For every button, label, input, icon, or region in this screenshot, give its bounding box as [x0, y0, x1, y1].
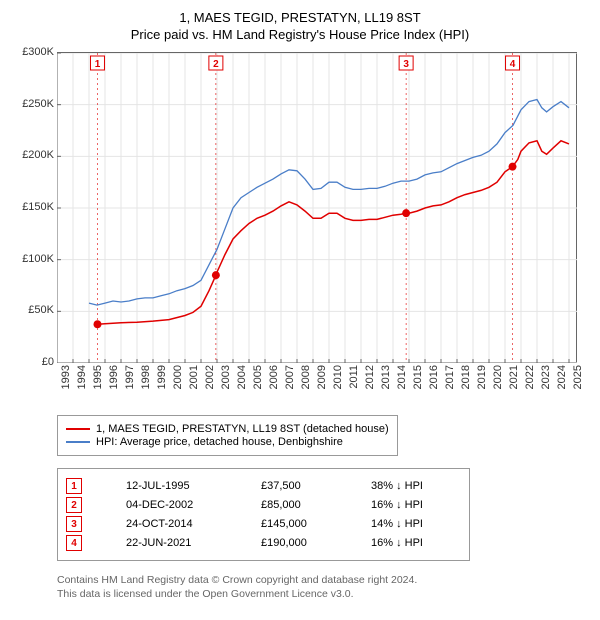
x-tick-label: 2021 — [508, 365, 520, 389]
legend-label: 1, MAES TEGID, PRESTATYN, LL19 8ST (deta… — [96, 423, 389, 435]
transaction-row: 3 24-OCT-2014 £145,000 14% ↓ HPI — [66, 516, 461, 532]
x-tick-label: 2005 — [252, 365, 264, 389]
svg-text:1: 1 — [95, 59, 101, 70]
x-tick-label: 1993 — [60, 365, 72, 389]
plot-box: 1 2 3 4 — [57, 52, 577, 362]
x-tick-label: 2002 — [204, 365, 216, 389]
attribution: Contains HM Land Registry data © Crown c… — [57, 573, 585, 601]
x-tick-label: 1998 — [140, 365, 152, 389]
y-tick-label: £150K — [22, 201, 54, 213]
x-tick-label: 2004 — [236, 365, 248, 389]
transaction-row: 2 04-DEC-2002 £85,000 16% ↓ HPI — [66, 497, 461, 513]
x-tick-label: 2010 — [332, 365, 344, 389]
legend: 1, MAES TEGID, PRESTATYN, LL19 8ST (deta… — [57, 415, 398, 456]
svg-text:2: 2 — [213, 59, 219, 70]
x-tick-label: 2018 — [460, 365, 472, 389]
attribution-line1: Contains HM Land Registry data © Crown c… — [57, 573, 585, 587]
transaction-marker: 4 — [66, 535, 82, 551]
x-tick-label: 2020 — [492, 365, 504, 389]
y-tick-label: £200K — [22, 149, 54, 161]
legend-swatch — [66, 441, 90, 443]
x-tick-label: 2000 — [172, 365, 184, 389]
y-tick-label: £300K — [22, 46, 54, 58]
transaction-marker: 3 — [66, 516, 82, 532]
transaction-hpi: 16% ↓ HPI — [371, 537, 461, 549]
transaction-price: £145,000 — [261, 518, 341, 530]
transaction-marker: 1 — [66, 478, 82, 494]
transaction-date: 24-OCT-2014 — [126, 518, 231, 530]
attribution-line2: This data is licensed under the Open Gov… — [57, 587, 585, 601]
x-tick-label: 2016 — [428, 365, 440, 389]
chart-subtitle: Price paid vs. HM Land Registry's House … — [15, 27, 585, 42]
transaction-row: 4 22-JUN-2021 £190,000 16% ↓ HPI — [66, 535, 461, 551]
transaction-price: £37,500 — [261, 480, 341, 492]
x-tick-label: 2003 — [220, 365, 232, 389]
transaction-marker: 2 — [66, 497, 82, 513]
x-tick-label: 2001 — [188, 365, 200, 389]
x-tick-label: 1996 — [108, 365, 120, 389]
x-tick-label: 2014 — [396, 365, 408, 389]
chart-area: £0£50K£100K£150K£200K£250K£300K 1234 — [15, 52, 585, 362]
transaction-date: 22-JUN-2021 — [126, 537, 231, 549]
x-tick-label: 2009 — [316, 365, 328, 389]
transaction-date: 12-JUL-1995 — [126, 480, 231, 492]
x-tick-label: 2017 — [444, 365, 456, 389]
legend-swatch — [66, 428, 90, 430]
svg-text:4: 4 — [510, 59, 516, 70]
x-tick-label: 2023 — [540, 365, 552, 389]
chart-title: 1, MAES TEGID, PRESTATYN, LL19 8ST — [15, 10, 585, 25]
transaction-hpi: 38% ↓ HPI — [371, 480, 461, 492]
y-tick-label: £250K — [22, 98, 54, 110]
x-axis: 1993 1994 1995 1996 1997 1998 1999 2000 2001 2002… — [57, 362, 577, 407]
transaction-row: 1 12-JUL-1995 £37,500 38% ↓ HPI — [66, 478, 461, 494]
y-tick-label: £100K — [22, 253, 54, 265]
x-tick-label: 1994 — [76, 365, 88, 389]
transaction-price: £85,000 — [261, 499, 341, 511]
x-tick-label: 2007 — [284, 365, 296, 389]
legend-label: HPI: Average price, detached house, Denb… — [96, 436, 343, 448]
x-tick-label: 2022 — [524, 365, 536, 389]
x-tick-label: 2024 — [556, 365, 568, 389]
x-tick-label: 1995 — [92, 365, 104, 389]
x-tick-label: 2006 — [268, 365, 280, 389]
x-tick-label: 1997 — [124, 365, 136, 389]
y-tick-label: £0 — [42, 356, 54, 368]
transactions-table: 1 12-JUL-1995 £37,500 38% ↓ HPI 2 04-DEC-2002… — [57, 468, 470, 561]
transaction-hpi: 14% ↓ HPI — [371, 518, 461, 530]
x-tick-label: 2012 — [364, 365, 376, 389]
transaction-hpi: 16% ↓ HPI — [371, 499, 461, 511]
x-tick-label: 2013 — [380, 365, 392, 389]
legend-item: 1, MAES TEGID, PRESTATYN, LL19 8ST (deta… — [66, 423, 389, 435]
y-tick-label: £50K — [28, 304, 54, 316]
x-tick-label: 2019 — [476, 365, 488, 389]
x-tick-label: 2015 — [412, 365, 424, 389]
transaction-price: £190,000 — [261, 537, 341, 549]
x-tick-label: 2025 — [572, 365, 584, 389]
svg-text:3: 3 — [403, 59, 409, 70]
plot-svg: 1 2 3 4 — [57, 53, 577, 363]
transaction-date: 04-DEC-2002 — [126, 499, 231, 511]
x-tick-label: 2008 — [300, 365, 312, 389]
x-tick-label: 2011 — [348, 365, 360, 389]
legend-item: HPI: Average price, detached house, Denb… — [66, 436, 389, 448]
y-axis: £0£50K£100K£150K£200K£250K£300K — [15, 52, 57, 362]
x-tick-label: 1999 — [156, 365, 168, 389]
